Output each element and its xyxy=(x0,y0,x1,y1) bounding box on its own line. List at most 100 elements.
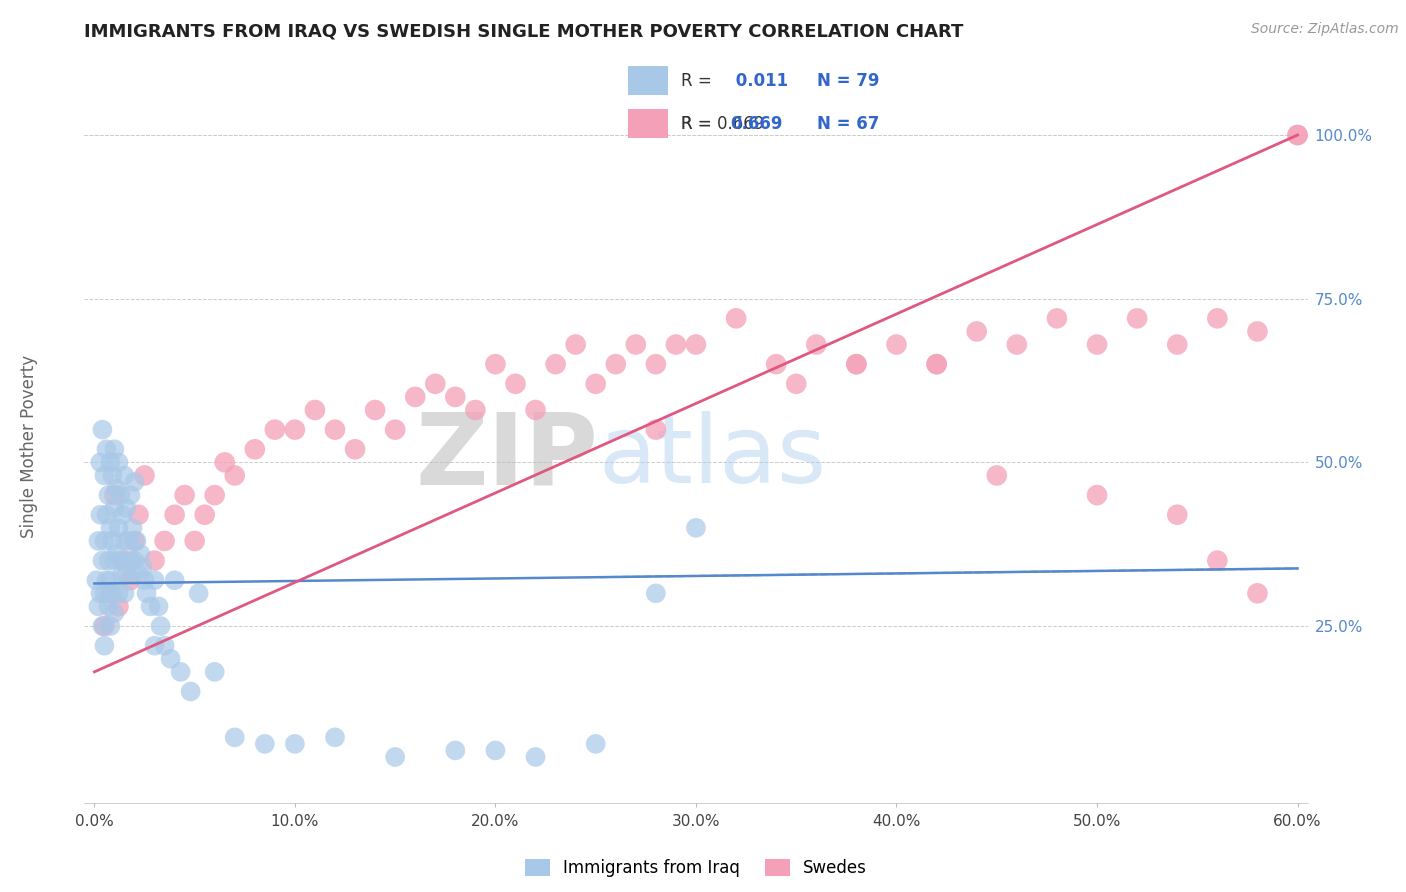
Point xyxy=(665,337,688,351)
Point xyxy=(505,376,527,391)
Text: 0.011: 0.011 xyxy=(730,71,789,90)
Point xyxy=(97,599,120,614)
Point xyxy=(224,468,246,483)
Point xyxy=(725,311,748,326)
FancyBboxPatch shape xyxy=(628,109,668,138)
Point xyxy=(845,357,868,371)
Point xyxy=(1166,337,1188,351)
Point xyxy=(524,403,547,417)
Point xyxy=(344,442,367,457)
Point xyxy=(111,566,134,581)
Point xyxy=(100,521,122,535)
Point xyxy=(134,468,156,483)
Point xyxy=(1206,553,1229,567)
Point xyxy=(91,619,114,633)
Point xyxy=(384,750,406,764)
Point xyxy=(111,508,134,522)
Point xyxy=(845,357,868,371)
Point xyxy=(323,731,346,745)
Point xyxy=(124,533,146,548)
Point xyxy=(89,586,111,600)
Point xyxy=(93,586,115,600)
Point xyxy=(115,566,138,581)
FancyBboxPatch shape xyxy=(628,66,668,95)
Point xyxy=(89,455,111,469)
Point xyxy=(105,547,128,561)
Point xyxy=(444,743,467,757)
Point xyxy=(143,639,166,653)
Point xyxy=(120,573,142,587)
Point xyxy=(323,423,346,437)
Point xyxy=(765,357,787,371)
Point xyxy=(169,665,191,679)
Point xyxy=(163,573,186,587)
Point xyxy=(103,606,125,620)
Point xyxy=(103,501,125,516)
Point xyxy=(110,488,132,502)
Point xyxy=(107,455,129,469)
Point xyxy=(624,337,647,351)
Point xyxy=(89,508,111,522)
Point xyxy=(214,455,236,469)
Point xyxy=(644,357,666,371)
Point xyxy=(134,573,156,587)
Point xyxy=(148,599,170,614)
Point xyxy=(585,737,607,751)
Point xyxy=(1126,311,1149,326)
Point xyxy=(114,586,136,600)
Point xyxy=(1286,128,1309,142)
Point xyxy=(364,403,387,417)
Legend: Immigrants from Iraq, Swedes: Immigrants from Iraq, Swedes xyxy=(517,852,875,884)
Text: N = 67: N = 67 xyxy=(817,114,879,133)
Point xyxy=(120,553,142,567)
Point xyxy=(153,533,176,548)
Text: R =: R = xyxy=(681,114,711,133)
Point xyxy=(585,376,607,391)
Text: Source: ZipAtlas.com: Source: ZipAtlas.com xyxy=(1251,22,1399,37)
Point xyxy=(93,619,115,633)
Point xyxy=(180,684,202,698)
Point xyxy=(159,652,181,666)
Point xyxy=(425,376,447,391)
Point xyxy=(100,586,122,600)
Point xyxy=(117,533,139,548)
Point xyxy=(1246,586,1268,600)
Point xyxy=(153,639,176,653)
Point xyxy=(135,586,157,600)
Text: R = 0.669: R = 0.669 xyxy=(681,114,763,133)
Text: N = 79: N = 79 xyxy=(817,71,879,90)
Point xyxy=(284,737,307,751)
Point xyxy=(93,639,115,653)
Point xyxy=(886,337,908,351)
Point xyxy=(263,423,285,437)
Point xyxy=(131,560,153,574)
Text: ZIP: ZIP xyxy=(415,409,598,505)
Point xyxy=(124,553,146,567)
Point xyxy=(986,468,1008,483)
Point xyxy=(1286,128,1309,142)
Point xyxy=(107,521,129,535)
Point xyxy=(121,521,143,535)
Point xyxy=(139,599,162,614)
Point xyxy=(1246,325,1268,339)
Point xyxy=(464,403,486,417)
Point xyxy=(103,553,125,567)
Point xyxy=(644,423,666,437)
Point xyxy=(103,442,125,457)
Point xyxy=(97,488,120,502)
Point xyxy=(685,337,707,351)
Point xyxy=(204,488,226,502)
Point xyxy=(107,586,129,600)
Point xyxy=(484,357,506,371)
Text: atlas: atlas xyxy=(598,410,827,503)
Point xyxy=(224,731,246,745)
Point xyxy=(1085,337,1108,351)
Text: IMMIGRANTS FROM IRAQ VS SWEDISH SINGLE MOTHER POVERTY CORRELATION CHART: IMMIGRANTS FROM IRAQ VS SWEDISH SINGLE M… xyxy=(84,22,963,40)
Point xyxy=(103,488,125,502)
Point xyxy=(304,403,326,417)
Point xyxy=(101,586,124,600)
Point xyxy=(444,390,467,404)
Point xyxy=(685,521,707,535)
Point xyxy=(91,423,114,437)
Point xyxy=(243,442,266,457)
